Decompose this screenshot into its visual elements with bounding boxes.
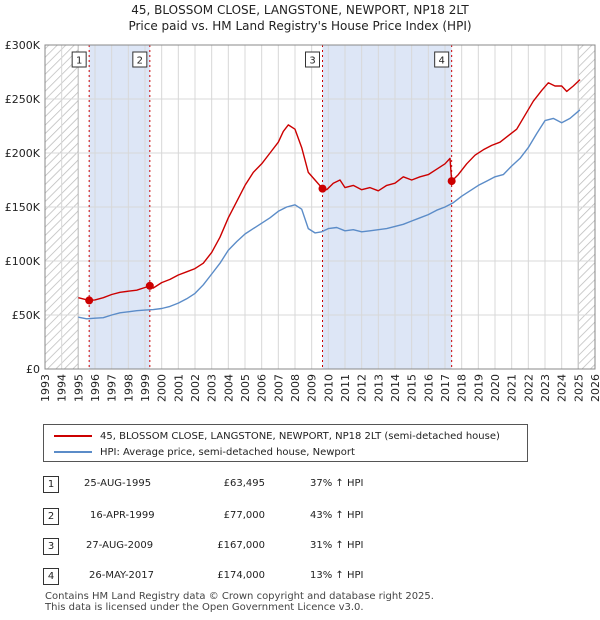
x-tick-label: 2019: [472, 374, 485, 402]
legend-swatch-hpi: [54, 451, 92, 453]
sale-row: 2 16-APR-1999 £77,000 43% ↑ HPI: [0, 508, 600, 528]
x-tick-label: 2000: [156, 374, 169, 402]
x-tick-label: 2018: [456, 374, 469, 402]
sale-marker-label: 4: [438, 56, 444, 67]
x-tick-label: 2025: [572, 374, 585, 402]
price-chart: 1 2 3 4 £0 £50K £100K £150K £200K £250K £300K 1993…: [5, 39, 600, 402]
sale-date: 16-APR-1999: [90, 510, 155, 521]
x-tick-label: 1999: [139, 374, 152, 402]
x-tick-label: 1995: [72, 374, 85, 402]
sale-marker-box: [132, 51, 148, 68]
x-tick-label: 2008: [289, 374, 302, 402]
sale-marker-label: 2: [137, 56, 143, 67]
y-tick-label: £0: [26, 363, 40, 376]
x-tick-label: 2023: [539, 374, 552, 402]
x-tick-label: 2003: [206, 374, 219, 402]
x-tick-label: 2015: [406, 374, 419, 402]
x-tick-label: 2024: [556, 374, 569, 402]
y-tick-label: £50K: [12, 309, 41, 322]
x-tick-label: 2009: [306, 374, 319, 402]
sale-point: [145, 281, 154, 290]
x-tick-label: 2021: [506, 374, 519, 402]
sale-price: £63,495: [223, 478, 265, 489]
x-tick-label: 1997: [106, 374, 119, 402]
sale-marker-label: 3: [309, 56, 315, 67]
x-tick-label: 2017: [439, 374, 452, 402]
y-tick-label: £150K: [5, 201, 41, 214]
footer-line-1: Contains HM Land Registry data © Crown c…: [45, 591, 434, 602]
sale-point: [85, 296, 94, 305]
legend-label-property: 45, BLOSSOM CLOSE, LANGSTONE, NEWPORT, N…: [100, 430, 500, 442]
sale-date: 25-AUG-1995: [84, 478, 152, 489]
x-tick-label: 2013: [372, 374, 385, 402]
x-tick-label: 1993: [39, 374, 52, 402]
x-tick-label: 2014: [389, 374, 402, 402]
x-tick-label: 2010: [322, 374, 335, 402]
sale-number-badge: 1: [43, 476, 59, 493]
x-tick-label: 2026: [589, 374, 600, 402]
sale-marker-box: [434, 51, 450, 68]
x-tick-label: 2011: [339, 374, 352, 402]
y-tick-label: £300K: [5, 39, 41, 52]
sale-marker-box: [305, 51, 320, 68]
sale-point: [318, 184, 327, 193]
sale-price: £174,000: [217, 570, 265, 581]
legend-item-property: 45, BLOSSOM CLOSE, LANGSTONE, NEWPORT, N…: [54, 428, 500, 444]
footer-line-2: This data is licensed under the Open Gov…: [45, 602, 364, 613]
x-tick-label: 2004: [222, 374, 235, 402]
legend-label-hpi: HPI: Average price, semi-detached house,…: [100, 446, 355, 458]
x-tick-label: 2007: [272, 374, 285, 402]
sale-point: [447, 177, 456, 186]
sale-date: 26-MAY-2017: [89, 570, 155, 581]
y-tick-label: £250K: [5, 93, 41, 106]
x-tick-label: 2022: [522, 374, 535, 402]
x-tick-label: 1996: [89, 374, 102, 402]
footer-notice: Contains HM Land Registry data © Crown c…: [45, 591, 434, 613]
sale-number-badge: 3: [43, 538, 59, 555]
sale-hpi-change: 43% ↑ HPI: [310, 510, 364, 521]
x-tick-label: 1994: [56, 374, 69, 402]
x-tick-label: 2012: [356, 374, 369, 402]
x-tick-label: 2001: [172, 374, 185, 402]
x-tick-label: 2002: [189, 374, 202, 402]
sale-row: 4 26-MAY-2017 £174,000 13% ↑ HPI: [0, 568, 600, 588]
x-tick-label: 2020: [489, 374, 502, 402]
y-tick-label: £200K: [5, 147, 41, 160]
x-tick-label: 2005: [239, 374, 252, 402]
y-tick-label: £100K: [5, 255, 41, 268]
sale-number-badge: 4: [43, 568, 59, 585]
sale-hpi-change: 37% ↑ HPI: [310, 478, 364, 489]
sale-hpi-change: 31% ↑ HPI: [310, 540, 364, 551]
chart-title-line2: Price paid vs. HM Land Registry's House …: [128, 19, 472, 33]
x-tick-label: 2006: [256, 374, 269, 402]
sale-marker-box: [71, 51, 87, 68]
hpi-line: [78, 109, 581, 320]
chart-title-line1: 45, BLOSSOM CLOSE, LANGSTONE, NEWPORT, N…: [131, 3, 469, 17]
sale-price: £167,000: [217, 540, 265, 551]
sale-row: 1 25-AUG-1995 £63,495 37% ↑ HPI: [0, 476, 600, 496]
property-price-line: [78, 79, 581, 302]
legend-swatch-property: [54, 435, 92, 437]
sale-price: £77,000: [223, 510, 265, 521]
sale-date: 27-AUG-2009: [86, 540, 154, 551]
sale-hpi-change: 13% ↑ HPI: [310, 570, 364, 581]
sale-number-badge: 2: [43, 508, 59, 525]
plot-frame: [44, 44, 596, 370]
chart-legend: 45, BLOSSOM CLOSE, LANGSTONE, NEWPORT, N…: [43, 424, 528, 462]
sale-row: 3 27-AUG-2009 £167,000 31% ↑ HPI: [0, 538, 600, 558]
sale-marker-label: 1: [76, 56, 82, 67]
x-tick-label: 2016: [422, 374, 435, 402]
x-tick-label: 1998: [122, 374, 135, 402]
legend-item-hpi: HPI: Average price, semi-detached house,…: [54, 444, 355, 460]
